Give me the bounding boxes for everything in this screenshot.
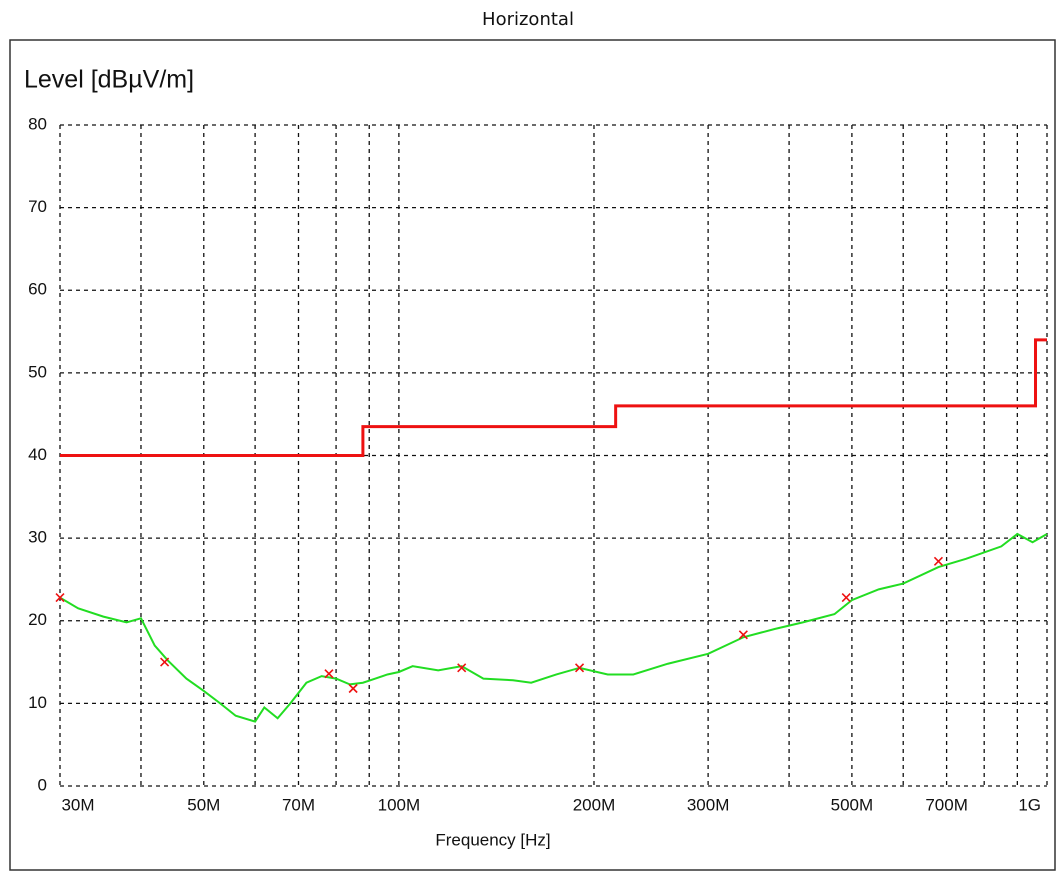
x-tick-label: 1G xyxy=(1018,795,1041,814)
x-tick-label: 300M xyxy=(687,795,730,814)
x-tick-label: 70M xyxy=(282,795,315,814)
x-tick-label: 50M xyxy=(187,795,220,814)
y-axis-label: Level [dBµV/m] xyxy=(24,66,194,94)
x-tick-label: 200M xyxy=(573,795,616,814)
marker-stroke xyxy=(457,663,467,673)
y-tick-label: 50 xyxy=(28,362,47,381)
peak-marker xyxy=(574,663,585,673)
chart-title: Horizontal xyxy=(482,9,574,30)
x-axis-label: Frequency [Hz] xyxy=(435,830,550,849)
peak-marker xyxy=(348,683,358,694)
marker-stroke xyxy=(841,593,851,603)
peak-marker xyxy=(738,630,748,640)
x-tick-label: 30M xyxy=(61,795,94,814)
x-tick-label: 700M xyxy=(925,795,968,814)
peak-marker xyxy=(841,593,851,603)
y-tick-label: 0 xyxy=(38,775,47,794)
y-tick-label: 10 xyxy=(28,693,47,712)
y-tick-label: 40 xyxy=(28,445,47,464)
y-tick-label: 80 xyxy=(28,114,47,133)
marker-stroke xyxy=(738,630,748,640)
peak-marker xyxy=(324,669,334,679)
marker-stroke xyxy=(324,669,334,679)
x-tick-label: 500M xyxy=(831,795,874,814)
peak-marker xyxy=(55,593,65,603)
y-tick-label: 60 xyxy=(28,280,47,299)
peak-marker xyxy=(933,556,944,566)
y-tick-label: 20 xyxy=(28,610,47,629)
marker-stroke xyxy=(348,683,358,694)
x-tick-label: 100M xyxy=(378,795,421,814)
series-line xyxy=(60,338,1047,457)
peak-marker xyxy=(160,657,170,667)
y-tick-label: 30 xyxy=(28,528,47,547)
marker-stroke xyxy=(55,593,65,603)
marker-stroke xyxy=(933,556,944,566)
marker-stroke xyxy=(574,663,585,673)
series-line xyxy=(59,532,1048,723)
marker-stroke xyxy=(160,657,170,667)
peak-marker xyxy=(457,663,467,673)
y-tick-label: 70 xyxy=(28,197,47,216)
